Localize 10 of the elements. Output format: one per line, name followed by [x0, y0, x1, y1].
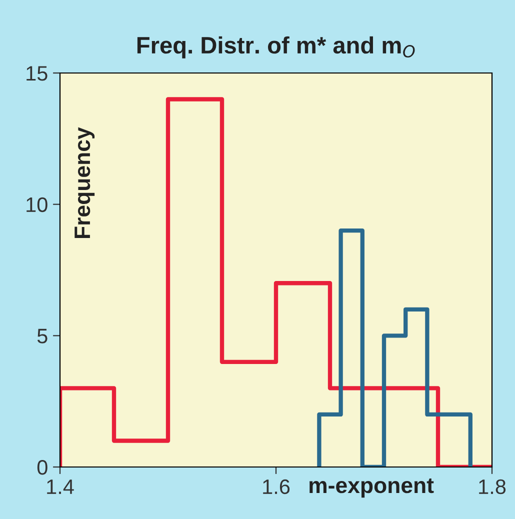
y-axis-title: Frequency: [74, 127, 95, 238]
chart-title: Freq. Distr. of m* and m$_{O}$: [137, 36, 415, 58]
y-tick-label: 0: [37, 460, 48, 475]
y-tick-label: 10: [26, 197, 48, 212]
x-axis-title: m-exponent: [310, 478, 434, 498]
y-tick-label: 15: [26, 66, 48, 81]
y-tick-label: 5: [37, 328, 48, 344]
x-tick-label: 1.4: [47, 480, 74, 494]
x-tick-label: 1.8: [479, 479, 506, 494]
x-tick-label: 1.6: [263, 479, 290, 494]
